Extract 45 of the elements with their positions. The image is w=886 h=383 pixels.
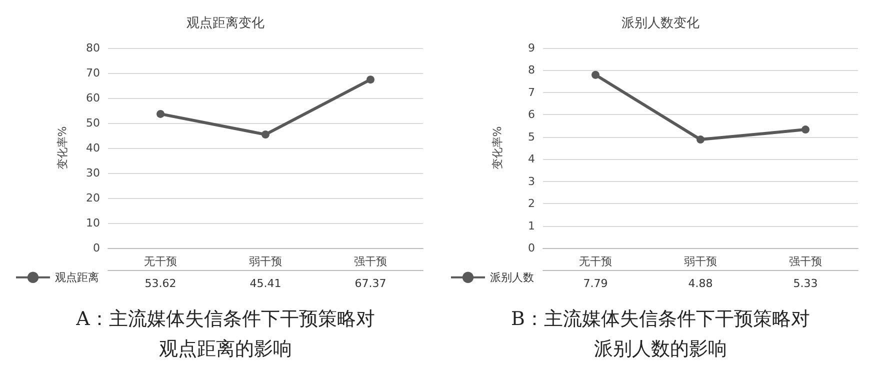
y-tick-label: 5 xyxy=(528,130,535,144)
x-tick-label: 弱干预 xyxy=(249,255,282,268)
data-label: 67.37 xyxy=(354,277,386,290)
chart-title: 派别人数变化 xyxy=(622,16,700,31)
data-label: 7.79 xyxy=(583,277,608,290)
x-tick-label: 强干预 xyxy=(354,255,387,268)
text: A：主流媒体失信条件下干预策略对观点距离的影响 xyxy=(75,307,376,362)
y-tick-label: 10 xyxy=(86,216,100,230)
data-label: 53.62 xyxy=(144,277,176,290)
x-tick-label: 无干预 xyxy=(579,255,612,268)
legend-label: 派别人数 xyxy=(490,270,534,284)
y-tick-label: 1 xyxy=(528,219,535,232)
point xyxy=(592,70,600,79)
y-tick-label: 20 xyxy=(86,192,100,204)
y-axis-title: 变化率% xyxy=(56,126,69,170)
data-label: 45.41 xyxy=(250,277,282,290)
y-tick-label: 6 xyxy=(528,108,535,122)
y-tick-label: 70 xyxy=(86,66,100,80)
y-tick-label: 8 xyxy=(528,64,535,77)
data-label: 4.88 xyxy=(688,277,713,290)
y-tick-label: 80 xyxy=(86,42,100,54)
y-tick-label: 30 xyxy=(86,166,100,180)
point xyxy=(262,130,270,138)
data-label: 5.33 xyxy=(793,277,818,290)
point xyxy=(696,136,704,144)
point xyxy=(366,76,374,84)
y-tick-label: 9 xyxy=(528,42,535,54)
y-tick-label: 50 xyxy=(86,116,100,130)
y-tick-label: 60 xyxy=(86,92,100,104)
y-axis-title: 变化率% xyxy=(491,126,504,170)
x-tick-label: 强干预 xyxy=(789,255,822,268)
y-tick-label: 40 xyxy=(86,142,100,154)
legend-label: 观点距离 xyxy=(55,270,99,284)
y-tick-label: 4 xyxy=(528,152,535,166)
x-tick-label: 弱干预 xyxy=(684,255,717,268)
x-tick-label: 无干预 xyxy=(144,255,177,268)
y-tick-label: 3 xyxy=(528,174,535,188)
text: B：主流媒体失信条件下干预策略对派别人数的影响 xyxy=(510,307,811,362)
y-tick-label: 0 xyxy=(93,242,100,254)
point xyxy=(802,126,810,134)
point xyxy=(156,110,164,118)
y-tick-label: 7 xyxy=(528,86,535,99)
y-tick-label: 2 xyxy=(528,197,535,210)
chart-title: 观点距离变化 xyxy=(186,15,264,31)
y-tick-label: 0 xyxy=(528,242,535,254)
